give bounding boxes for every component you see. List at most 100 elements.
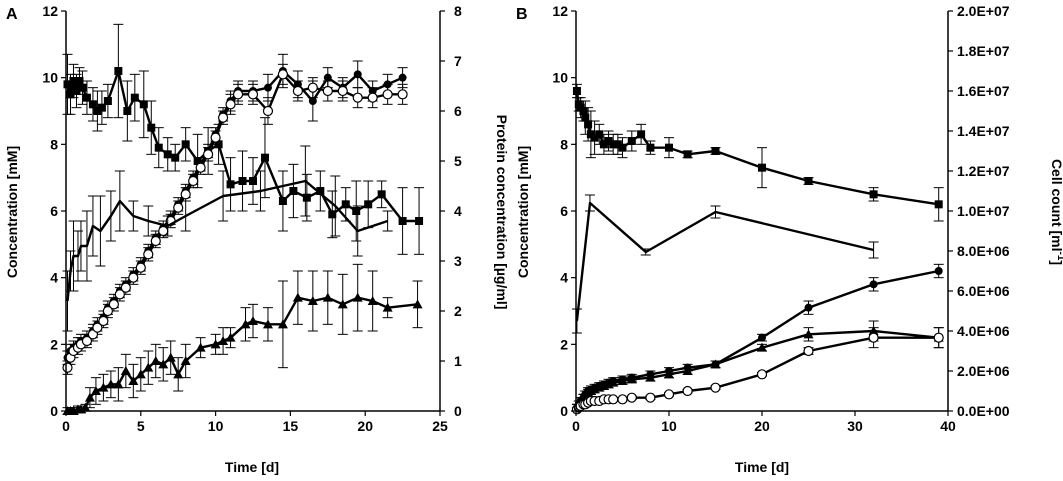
panel-a-series-squares-point: [249, 177, 257, 185]
panel-a-series-triangles-point: [135, 369, 146, 379]
panel-a-series-squares-point: [398, 217, 407, 225]
panel-b-series-triangles-point: [757, 342, 767, 352]
panel-b-series-triangles-point: [608, 377, 619, 387]
panel-a-series-triangles-point: [195, 342, 206, 352]
panel-b-series-squares-point: [618, 143, 627, 152]
panel-a-series-squares-point: [78, 83, 87, 92]
panel-a-series-squares-point: [328, 210, 337, 219]
panel-a-series-filled-circles-point: [353, 70, 362, 79]
panel-a-y-tick-label: 12: [42, 3, 58, 19]
panel-b-y2-tick-label: 2.0E+06: [957, 363, 1010, 379]
panel-a-series-squares-point: [123, 107, 132, 115]
panel-b-series-open-circles-point: [663, 389, 675, 400]
panel-b-series-squares-point: [627, 137, 636, 145]
panel-b-y2-tick-label: 1.0E+07: [957, 203, 1010, 219]
panel-b-series-squares-point: [646, 143, 655, 152]
panel-a-y2-tick-label: 3: [454, 253, 462, 269]
panel-b-series-squares-point: [579, 107, 588, 115]
panel-b-y2-tick-label: 2.0E+07: [957, 3, 1010, 19]
panel-a-series-triangles-point: [105, 379, 116, 389]
panel-a-x-tick-label: 5: [137, 418, 145, 434]
panel-a-x-tick-label: 15: [283, 418, 299, 434]
panel-a-series-squares-point: [63, 80, 72, 89]
panel-a-series-squares-point: [154, 143, 163, 152]
panel-b-series-open-circles-point: [868, 332, 879, 343]
panel-a-series-triangles-point: [292, 292, 303, 302]
panel-b-series-open-circles-point: [756, 369, 768, 380]
panel-b-series-squares-point: [711, 147, 720, 155]
panel-b-x-tick-label: 20: [754, 418, 770, 434]
panel-b-series-squares-point: [637, 130, 646, 139]
panel-a-series-open-circles-point: [203, 149, 214, 160]
panel-a-series-protein-concentration-line: [66, 179, 388, 302]
panel-b-series-triangles-point: [803, 329, 814, 339]
panel-b-y2-tick-label: 8.0E+06: [957, 243, 1010, 259]
panel-b-y-tick-label: 2: [560, 336, 568, 352]
panel-a-series-triangles-point: [248, 316, 258, 325]
panel-b-series-squares-point: [595, 130, 604, 139]
panel-a-y-tick-label: 2: [50, 336, 58, 352]
panel-b-y2-axis-title: Cell count [ml-1]: [1049, 159, 1063, 265]
panel-b-x-tick-label: 10: [661, 418, 677, 434]
panel-a-series-open-circles-point: [322, 85, 333, 97]
panel-a-series-filled-circles-point: [323, 73, 332, 82]
panel-a-series-triangles-line: [67, 296, 418, 413]
panel-a-series-squares: [62, 23, 425, 255]
panel-a-y-tick-label: 6: [50, 203, 58, 219]
panel-a-series-protein-concentration: [62, 145, 393, 332]
panel-b-series-filled-circles-point: [869, 280, 878, 289]
panel-b-series-squares-point: [934, 200, 943, 209]
panel-a-series-open-circles-point: [225, 99, 236, 110]
panel-a-x-tick-label: 0: [62, 418, 70, 434]
panel-b-series-open-circles-point: [617, 394, 628, 405]
panel-b-series-squares-point: [613, 140, 622, 149]
panel-a-series-triangles-point: [322, 292, 333, 302]
panel-a-series-triangles: [62, 263, 423, 415]
panel-a-series-open-circles-point: [135, 262, 146, 273]
panel-b-y2-tick-label: 6.0E+06: [957, 283, 1010, 299]
panel-a-y-tick-label: 8: [50, 136, 58, 152]
panel-a-series-squares-point: [82, 93, 91, 102]
panel-a-series-squares-point: [316, 187, 325, 195]
panel-a-series-open-circles-point: [210, 132, 221, 143]
panel-a-series-open-circles-point: [108, 299, 119, 310]
panel-a-series-triangles-point: [210, 339, 221, 349]
panel-b-series-filled-circles-line: [575, 269, 939, 409]
panel-b-series-triangles-point: [626, 374, 637, 384]
panel-b-y-tick-label: 8: [560, 136, 568, 152]
panel-a-y-tick-label: 4: [50, 270, 58, 286]
panel-a-series-squares-point: [103, 97, 112, 105]
panel-a-series-open-circles: [62, 63, 408, 375]
panel-b-y2-axis-title-end: ]: [1049, 260, 1063, 265]
panel-a-y2-tick-label: 7: [454, 53, 462, 69]
panel-a-series-triangles-point: [150, 356, 161, 365]
panel-b-series-squares-point: [604, 137, 613, 145]
panel-b-series-open-circles-point: [608, 394, 619, 405]
panel-a-series-triangles-point: [113, 379, 124, 389]
panel-b-y2-tick-label: 1.8E+07: [957, 43, 1010, 59]
panel-a-x-tick-label: 25: [432, 418, 448, 434]
panel-a-y2-tick-label: 8: [454, 3, 462, 19]
panel-a-series-open-circles-point: [81, 335, 93, 347]
panel-a-y-tick-label: 10: [42, 70, 58, 86]
panel-b-series-open-circles-point: [710, 382, 721, 393]
panel-b-series-cell-count: [571, 194, 879, 334]
panel-a-y2-tick-label: 4: [454, 203, 462, 219]
panel-b-series-triangles-point: [664, 369, 674, 379]
panel-b-series-squares-point: [590, 133, 599, 142]
panel-a-y2-axis-title: Protein concentration [µg/ml]: [494, 115, 510, 310]
panel-b-series-squares: [571, 83, 944, 222]
panel-b-y-tick-label: 6: [560, 203, 568, 219]
panel-a-marks: [62, 23, 425, 415]
panel-a-series-open-circles-point: [232, 89, 244, 100]
panel-a-series-triangles-point: [158, 359, 169, 369]
panel-a-series-triangles-point: [367, 296, 378, 305]
panel-a-series-squares-point: [114, 67, 123, 75]
panel-a-series-squares-point: [66, 90, 75, 99]
panel-b-x-tick-label: 30: [847, 418, 863, 434]
panel-a-series-triangles-point: [240, 319, 251, 329]
panel-a-series-squares-point: [364, 200, 373, 209]
